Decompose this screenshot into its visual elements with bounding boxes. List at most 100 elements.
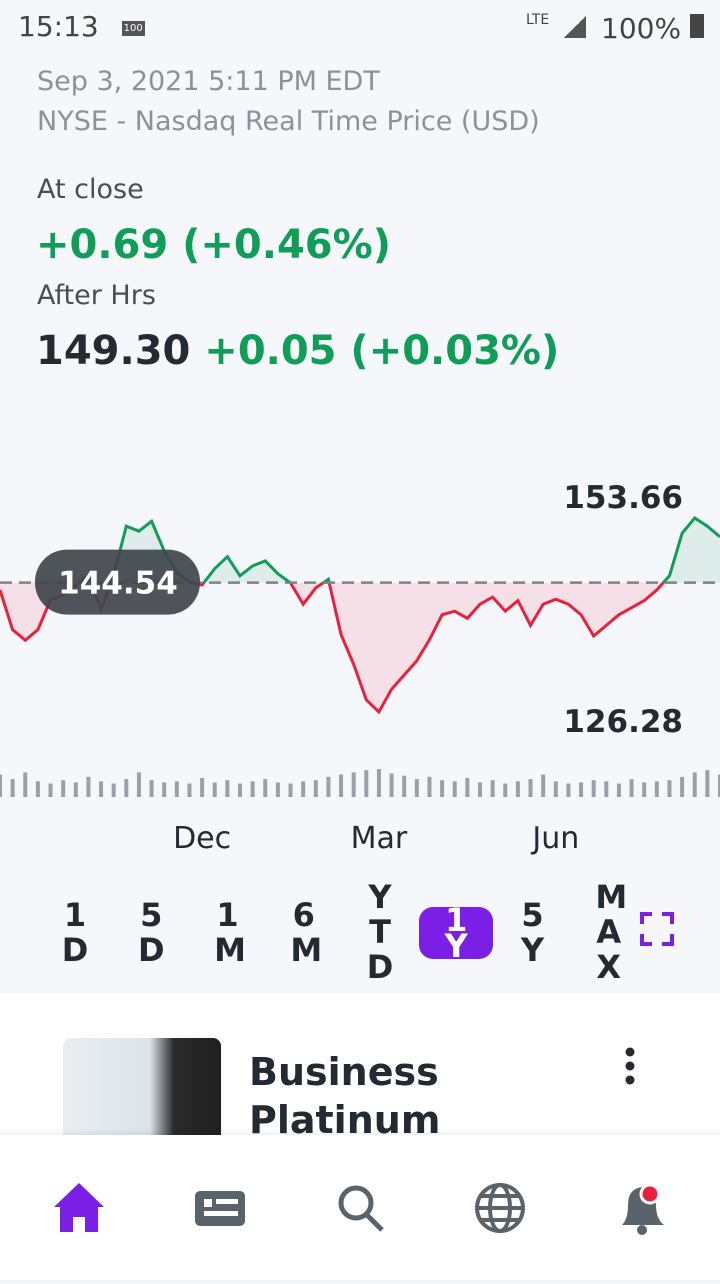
network: LTE <box>525 12 550 28</box>
volume-bar <box>225 780 230 797</box>
range-label: MAX <box>595 878 628 986</box>
range-label: 6M <box>290 895 323 969</box>
volume-bar <box>48 783 53 797</box>
volume-bar <box>99 781 104 797</box>
volume-bar <box>414 779 419 797</box>
volume-bar <box>364 770 369 797</box>
signal-icon <box>564 16 587 38</box>
markets-tab[interactable] <box>475 1183 525 1233</box>
volume-bar <box>136 772 141 797</box>
after-price-value: 149.30 <box>36 328 191 374</box>
timestamp: Sep 3, 2021 5:11 PM EDT <box>37 66 380 97</box>
volume-bar <box>667 780 672 797</box>
range-button[interactable]: 1D <box>38 880 112 985</box>
range-label: 1D <box>61 895 89 969</box>
range-button[interactable]: YTD <box>343 880 417 985</box>
volume-bar <box>591 780 596 797</box>
price-line-down <box>0 582 666 715</box>
volume-bar <box>23 772 28 797</box>
volume-bar <box>490 780 495 797</box>
status-bar: 15:13 100 <box>18 10 145 43</box>
range-label: YTD <box>366 878 394 986</box>
volume-bar <box>149 780 154 797</box>
volume-bar <box>200 777 205 797</box>
reference-pill <box>35 549 200 615</box>
high-label: 153.66 <box>563 480 683 516</box>
volume-bar <box>654 781 659 797</box>
range-selector: 1D 5D 1M 6M YTD 1Y 5Y MAX <box>38 880 688 985</box>
status-right: LTE 100% <box>526 12 704 45</box>
volume-bar <box>212 782 217 797</box>
volume-bar <box>389 773 394 797</box>
volume-bar <box>566 783 571 797</box>
volume-bar <box>515 781 520 797</box>
close-change: +0.69 (+0.46%) <box>36 222 391 268</box>
price-chart: 144.54 153.66 126.28 Dec Mar Jun <box>0 480 720 856</box>
range-button[interactable]: 5D <box>114 880 188 985</box>
volume-bar <box>427 776 432 797</box>
range-label: 5Y <box>520 895 545 969</box>
after-change: +0.05 (+0.03%) <box>204 328 560 374</box>
notifications-tab[interactable] <box>622 1183 664 1235</box>
x-tick-label: Jun <box>530 821 579 856</box>
volume-bar <box>162 782 167 797</box>
more-button[interactable] <box>620 1046 640 1086</box>
volume-bar <box>503 783 508 797</box>
volume-bar <box>465 777 470 797</box>
close-label: At close <box>37 174 144 205</box>
volume-bar <box>326 776 331 797</box>
volume-bar <box>275 782 280 797</box>
after-price: 149.30 +0.05 (+0.03%) <box>36 328 559 374</box>
article-image[interactable] <box>63 1038 221 1138</box>
reference-label: 144.54 <box>58 566 178 602</box>
volume-bar <box>478 782 482 797</box>
range-button[interactable]: 5Y <box>496 880 570 985</box>
volume-bar <box>288 783 293 797</box>
volume-bar <box>10 779 15 797</box>
article-title[interactable]: Business Platinum <box>249 1050 441 1136</box>
fullscreen-button[interactable] <box>640 912 674 946</box>
source: NYSE - Nasdaq Real Time Price (USD) <box>37 106 540 137</box>
x-tick-label: Mar <box>351 821 408 856</box>
volume-bar <box>339 774 344 797</box>
volume-bar <box>0 774 2 797</box>
volume-bar <box>35 781 40 797</box>
volume-bar <box>616 783 621 797</box>
volume-bar <box>61 780 66 797</box>
volume-bar <box>680 776 685 797</box>
home-tab[interactable] <box>54 1183 104 1232</box>
volume-bar <box>124 779 129 797</box>
volume-bar <box>376 769 381 797</box>
news-tab[interactable] <box>195 1191 245 1226</box>
range-button[interactable]: 6M <box>267 880 341 985</box>
volume-bar <box>313 780 318 797</box>
range-button[interactable]: MAX <box>572 880 646 985</box>
nav-icons <box>54 1183 664 1235</box>
volume-bar <box>86 776 91 797</box>
range-label: 1M <box>214 895 246 969</box>
range-label: 5D <box>137 895 165 969</box>
range-button[interactable]: 1Y <box>419 880 494 985</box>
volume-bar <box>440 780 445 797</box>
x-tick-label: Dec <box>173 821 231 856</box>
time: 15:13 <box>18 10 99 43</box>
area-down <box>0 582 664 712</box>
volume-bar <box>238 783 242 797</box>
volume-bar <box>351 772 356 797</box>
range-button[interactable]: 1M <box>191 880 265 985</box>
battery: 100% <box>601 12 682 45</box>
low-label: 126.28 <box>563 704 683 740</box>
battery-icon: 100 <box>121 20 145 36</box>
volume-bar <box>705 770 710 797</box>
volume-bar <box>111 783 116 797</box>
battery-glyph <box>690 14 704 38</box>
volume-bar <box>604 781 609 797</box>
volume-bar <box>452 781 457 797</box>
volume-bar <box>174 781 179 797</box>
search-tab[interactable] <box>338 1185 384 1232</box>
volume-bar <box>692 772 697 797</box>
volume-bar <box>250 781 255 797</box>
volume-bar <box>629 779 634 797</box>
volume-bar <box>73 782 78 797</box>
volume-bar <box>553 781 558 797</box>
